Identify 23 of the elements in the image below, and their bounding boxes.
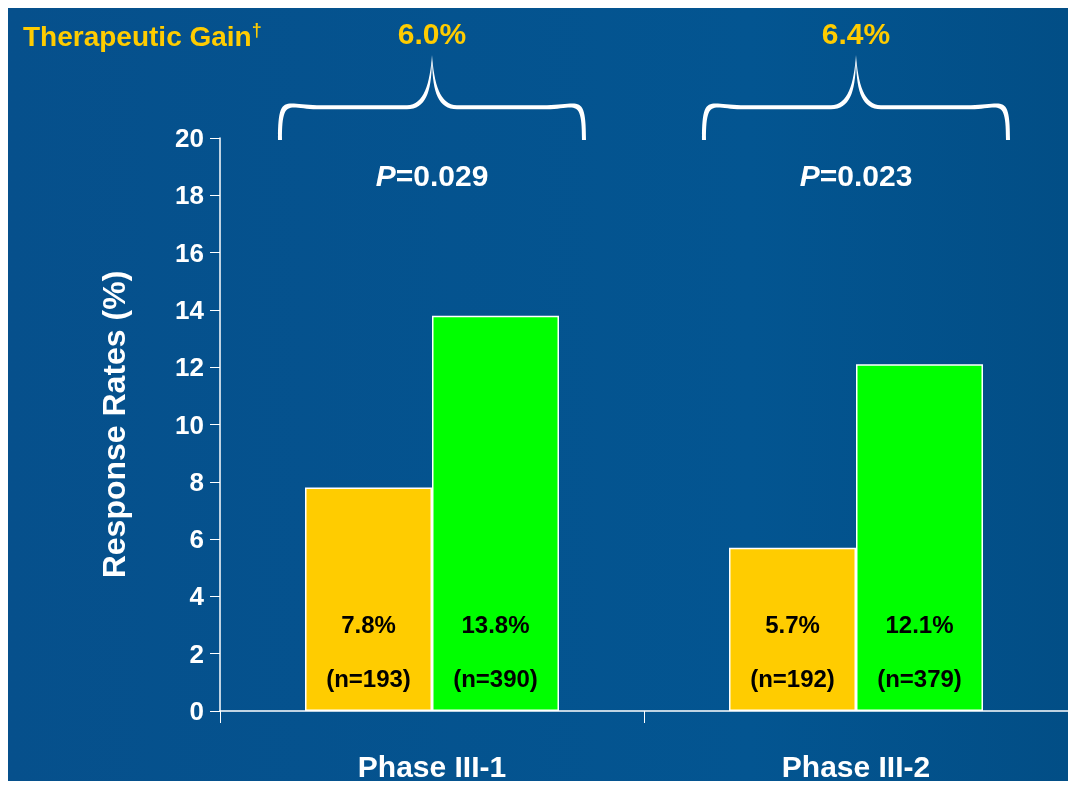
y-tick-label: 20 [175, 123, 204, 153]
data-label: 13.8% (n=390) [453, 610, 538, 692]
data-label: 5.7% (n=192) [750, 610, 835, 692]
chart-title: Therapeutic Gain† [23, 20, 262, 52]
y-tick-label: 6 [189, 524, 204, 555]
annotation: P=0.029 [375, 158, 489, 192]
y-axis-title: Response Rates (%) [96, 270, 132, 579]
annotation: P=0.023 [799, 158, 913, 192]
y-tick-label: 4 [189, 581, 205, 612]
y-tick-label: 8 [189, 466, 204, 497]
y-tick-label: 2 [189, 638, 204, 669]
x-tick-label: Phase III-1 [357, 749, 507, 783]
text: 6.0% [397, 16, 467, 50]
y-tick-label: 18 [175, 180, 204, 211]
x-tick-label: Phase III-2 [781, 749, 931, 783]
text: 6.4% [821, 16, 891, 50]
y-tick-label: 16 [175, 237, 204, 268]
y-tick-label: 12 [175, 352, 204, 383]
y-tick-label: 10 [175, 409, 204, 440]
data-label: 12.1% (n=379) [877, 610, 962, 692]
y-tick-label: 0 [189, 696, 204, 726]
y-tick-label: 14 [175, 294, 205, 325]
data-label: 7.8% (n=193) [326, 610, 411, 692]
